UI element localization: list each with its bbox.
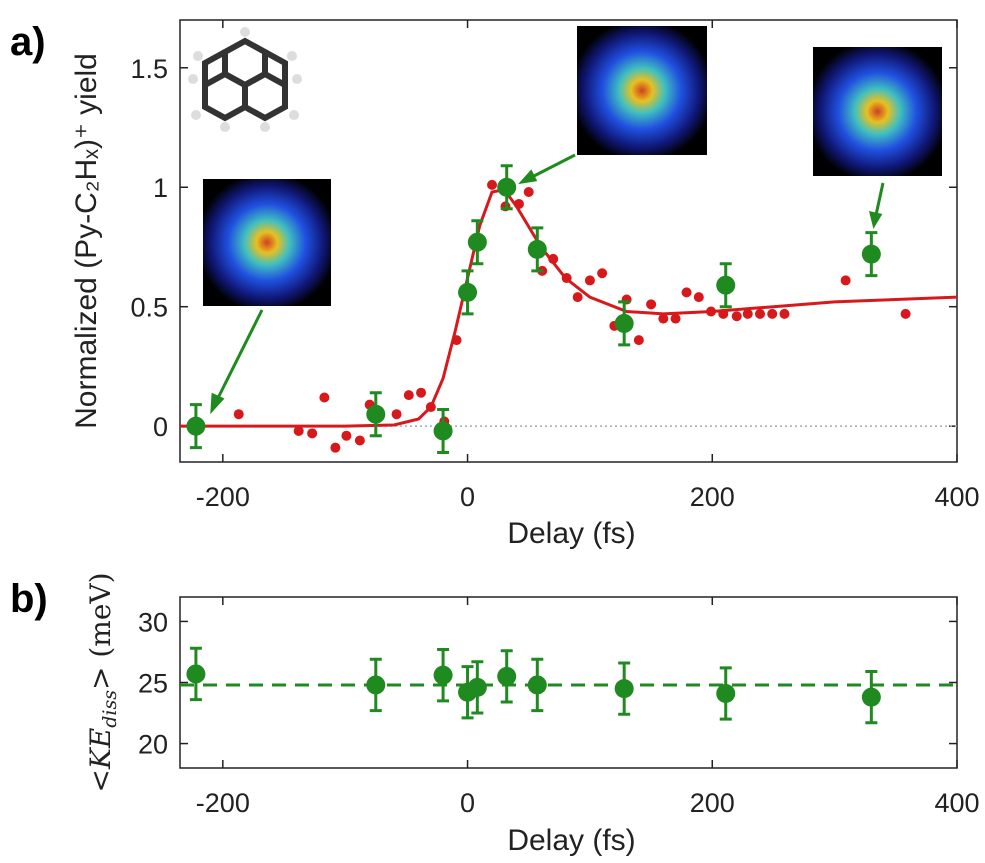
x-tick-label: 400 bbox=[934, 482, 979, 512]
data-point bbox=[186, 664, 206, 684]
data-dot bbox=[233, 409, 244, 420]
data-dot bbox=[597, 268, 608, 279]
data-point bbox=[366, 675, 386, 695]
data-point bbox=[433, 665, 453, 685]
data-point bbox=[497, 666, 517, 686]
data-point bbox=[467, 232, 487, 252]
data-dot bbox=[319, 392, 330, 403]
y-tick-label: 1 bbox=[153, 173, 168, 203]
y-tick-label: 0 bbox=[153, 412, 168, 442]
data-point bbox=[527, 675, 547, 695]
data-dot bbox=[403, 390, 414, 401]
data-dot bbox=[742, 308, 753, 319]
data-dot bbox=[840, 275, 851, 286]
data-dot bbox=[293, 425, 304, 436]
y-tick-label: 30 bbox=[138, 607, 168, 637]
data-dot bbox=[646, 299, 657, 310]
molecule bbox=[188, 27, 302, 132]
panel-label: b) bbox=[10, 577, 48, 621]
data-point bbox=[186, 416, 206, 436]
plot-frame bbox=[179, 596, 958, 769]
data-point bbox=[467, 677, 487, 697]
data-point bbox=[716, 683, 736, 703]
data-dot bbox=[767, 308, 778, 319]
data-dot bbox=[341, 430, 352, 441]
data-point bbox=[497, 177, 517, 197]
y-axis-label: <KEdiss> (meV) bbox=[84, 572, 121, 792]
x-tick-label: 200 bbox=[690, 482, 735, 512]
insets bbox=[188, 26, 942, 415]
data-point bbox=[366, 404, 386, 424]
y-axis-label: Normalized (Py-C₂Hₓ)⁺ yield bbox=[70, 53, 103, 429]
detector-image bbox=[203, 179, 331, 306]
data-dot bbox=[354, 435, 365, 446]
data-dot bbox=[754, 308, 765, 319]
x-tick-label: 0 bbox=[460, 788, 475, 818]
detector-image bbox=[813, 47, 942, 176]
x-tick-label: 0 bbox=[460, 482, 475, 512]
data-dot bbox=[731, 311, 742, 322]
data-dot bbox=[391, 409, 402, 420]
x-tick-label: 200 bbox=[690, 788, 735, 818]
x-axis-label: Delay (fs) bbox=[507, 824, 635, 857]
y-axis-label-part: > (meV) bbox=[84, 572, 117, 690]
x-tick-label: -200 bbox=[196, 482, 250, 512]
y-tick-label: 25 bbox=[138, 669, 168, 699]
data-point bbox=[614, 313, 634, 333]
data-point bbox=[614, 679, 634, 699]
data-dot bbox=[693, 292, 704, 303]
x-tick-label: 400 bbox=[934, 788, 979, 818]
data-dot bbox=[681, 287, 692, 298]
y-axis-label-part: diss bbox=[99, 690, 121, 728]
x-tick-label: -200 bbox=[196, 788, 250, 818]
data-dot bbox=[779, 308, 790, 319]
data-dot bbox=[572, 292, 583, 303]
data-point bbox=[716, 275, 736, 295]
data-point bbox=[433, 421, 453, 441]
y-tick-label: 20 bbox=[138, 730, 168, 760]
data-dot bbox=[584, 275, 595, 286]
data-dot bbox=[523, 187, 534, 198]
data-dot bbox=[670, 313, 681, 324]
y-axis-label-part: <KE bbox=[84, 728, 117, 793]
y-tick-label: 1.5 bbox=[130, 54, 168, 84]
data-dot bbox=[487, 179, 498, 190]
data-dot bbox=[416, 387, 427, 398]
data-point bbox=[527, 239, 547, 259]
arrows bbox=[210, 153, 885, 415]
detector-image bbox=[577, 26, 707, 155]
panel-label: a) bbox=[10, 20, 46, 64]
data-dot bbox=[330, 442, 341, 453]
data-dot bbox=[633, 335, 644, 346]
x-axis-label: Delay (fs) bbox=[507, 517, 635, 550]
fit-line bbox=[180, 187, 958, 428]
data-dot bbox=[900, 308, 911, 319]
plot-frame bbox=[179, 19, 958, 463]
data-point bbox=[861, 687, 881, 707]
data-point bbox=[458, 282, 478, 302]
data-point bbox=[861, 244, 881, 264]
data-dot bbox=[658, 313, 669, 324]
data-dot bbox=[307, 428, 318, 439]
y-tick-label: 0.5 bbox=[130, 293, 168, 323]
